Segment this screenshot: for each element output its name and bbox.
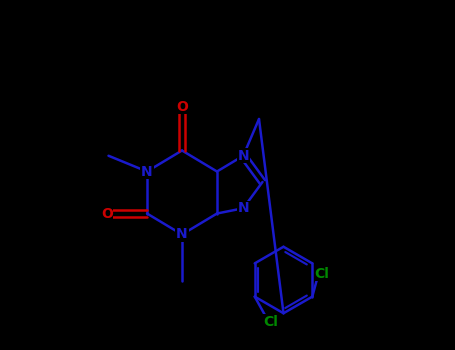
Text: Cl: Cl	[314, 267, 329, 281]
Text: Cl: Cl	[263, 315, 278, 329]
Text: N: N	[238, 201, 249, 215]
Text: O: O	[101, 206, 113, 220]
Text: N: N	[141, 164, 153, 178]
Text: N: N	[176, 228, 188, 241]
Text: O: O	[176, 100, 188, 114]
Text: N: N	[238, 149, 249, 163]
